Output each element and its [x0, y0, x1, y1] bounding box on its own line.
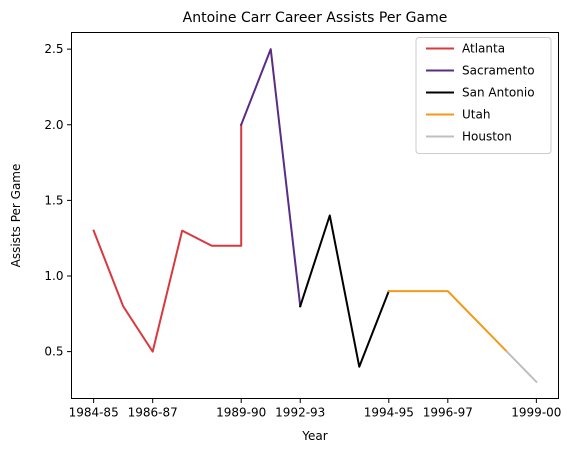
- series-line-houston: [507, 352, 537, 382]
- x-tick-label: 1986-87: [128, 406, 178, 420]
- y-tick-label: 0.5: [44, 345, 63, 359]
- x-tick-label: 1999-00: [511, 406, 561, 420]
- legend-label: Utah: [462, 108, 490, 122]
- y-axis-title: Assists Per Game: [9, 164, 23, 268]
- series-line-san-antonio: [300, 216, 389, 367]
- x-tick-label: 1996-97: [423, 406, 473, 420]
- legend-label: Sacramento: [462, 64, 535, 78]
- y-tick-label: 1.0: [44, 269, 63, 283]
- x-tick-label: 1992-93: [275, 406, 325, 420]
- y-axis: 0.5 1.0 1.5 2.0 2.5: [44, 42, 71, 358]
- legend-label: Houston: [462, 130, 512, 144]
- x-axis: 1984-85 1986-87 1989-90 1992-93 1994-95 1996-…: [69, 399, 562, 420]
- y-tick-label: 2.5: [44, 42, 63, 56]
- series-line-utah: [389, 291, 507, 352]
- x-tick-label: 1989-90: [216, 406, 266, 420]
- x-tick-label: 1994-95: [364, 406, 414, 420]
- chart-title: Antoine Carr Career Assists Per Game: [183, 10, 448, 26]
- legend-label: San Antonio: [462, 86, 535, 100]
- x-tick-label: 1984-85: [69, 406, 119, 420]
- y-tick-label: 1.5: [44, 193, 63, 207]
- legend-label: Atlanta: [462, 42, 505, 56]
- series-line-atlanta: [94, 125, 242, 352]
- series-line-sacramento: [241, 49, 300, 306]
- legend: Atlanta Sacramento San Antonio Utah Houston: [416, 38, 551, 154]
- x-axis-title: Year: [301, 429, 327, 443]
- y-tick-label: 2.0: [44, 118, 63, 132]
